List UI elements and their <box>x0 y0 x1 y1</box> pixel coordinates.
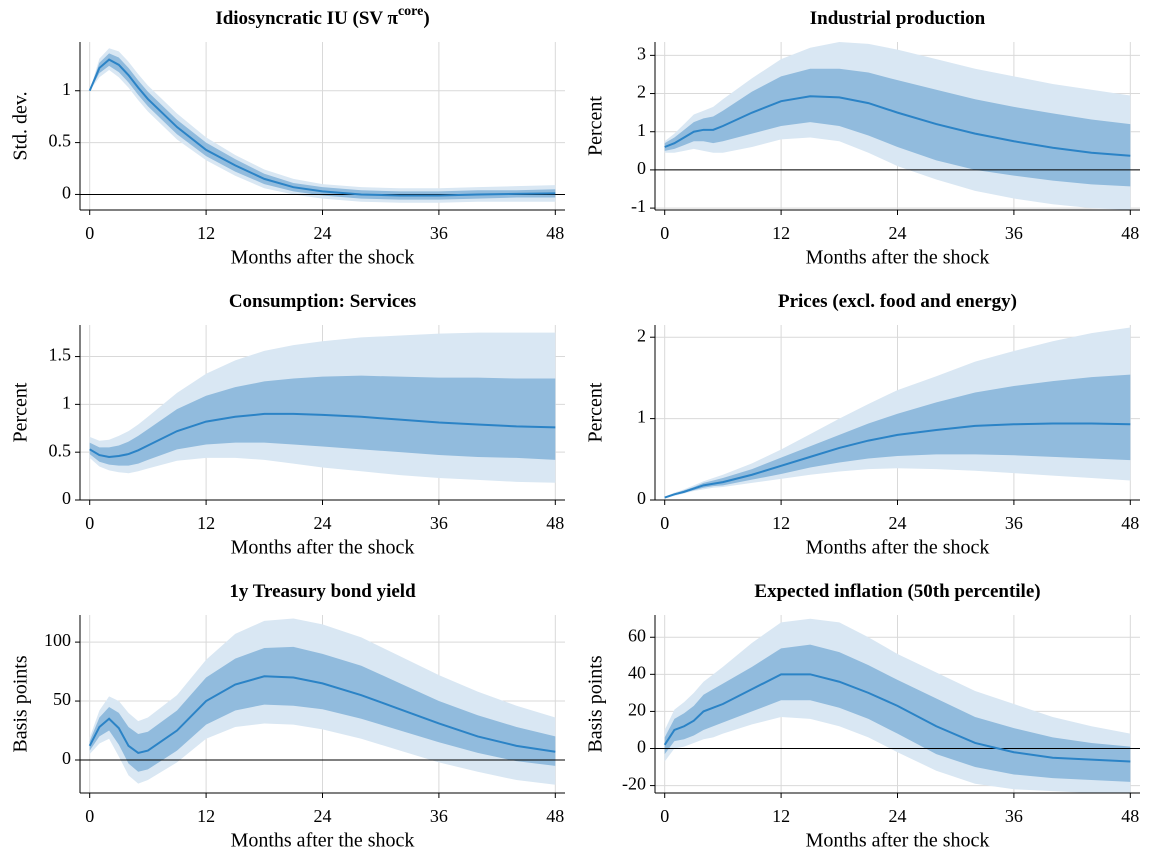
x-axis-label: Months after the shock <box>806 537 990 559</box>
x-tick-label: 24 <box>889 223 907 243</box>
confidence-band <box>664 644 1131 782</box>
y-tick-label: 1 <box>637 120 646 140</box>
median-line <box>663 673 1131 763</box>
median-line <box>89 412 556 458</box>
panel-title: Prices (excl. food and energy) <box>778 291 1017 312</box>
x-tick-label: 12 <box>772 223 790 243</box>
title-text: Expected inflation (50th percentile) <box>754 581 1040 602</box>
y-tick-label: 0.5 <box>49 131 72 151</box>
title-text: Industrial production <box>810 8 986 29</box>
y-axis-label: Std. dev. <box>10 91 32 160</box>
x-tick-label: 36 <box>430 806 448 826</box>
x-tick-label: 0 <box>660 806 669 826</box>
median-line <box>664 422 1131 499</box>
x-tick-label: 48 <box>1121 513 1139 533</box>
y-tick-label: 1 <box>62 79 71 99</box>
x-axis-label: Months after the shock <box>231 247 415 269</box>
panel: Expected inflation (50th percentile) 0 12 2… <box>585 581 1140 852</box>
y-tick-label: -20 <box>622 774 646 794</box>
x-tick-label: 48 <box>546 806 564 826</box>
y-tick-label: 0 <box>637 488 646 508</box>
y-tick-label: 60 <box>628 625 646 645</box>
x-tick-label: 12 <box>772 806 790 826</box>
panel-title: Consumption: Services <box>229 291 416 312</box>
x-tick-label: 24 <box>889 806 907 826</box>
y-tick-label: 3 <box>637 43 646 63</box>
x-tick-label: 0 <box>85 806 94 826</box>
x-tick-label: 24 <box>314 806 332 826</box>
x-tick-label: 24 <box>889 513 907 533</box>
y-axis-label: Basis points <box>10 655 32 752</box>
y-axis-label: Percent <box>10 382 32 442</box>
x-tick-label: 12 <box>772 513 790 533</box>
y-tick-label: 20 <box>628 700 646 720</box>
x-tick-label: 12 <box>197 223 215 243</box>
panel: Consumption: Services 0 12 24 36 48 0 0.5 1 1.5 Mo… <box>10 291 565 559</box>
x-tick-label: 48 <box>546 223 564 243</box>
median-line <box>88 58 556 197</box>
y-tick-label: 50 <box>53 689 71 709</box>
confidence-band <box>89 646 556 772</box>
y-tick-label: 2 <box>637 82 646 102</box>
x-tick-label: 36 <box>1005 513 1023 533</box>
x-axis-label: Months after the shock <box>806 830 990 852</box>
x-tick-label: 12 <box>197 513 215 533</box>
y-tick-label: 1 <box>637 407 646 427</box>
y-tick-label: 1.5 <box>49 345 72 365</box>
x-axis-label: Months after the shock <box>806 247 990 269</box>
y-tick-label: 100 <box>44 630 71 650</box>
panel: Prices (excl. food and energy)0 12 24 36 480… <box>585 291 1140 559</box>
x-axis-label: Months after the shock <box>231 537 415 559</box>
x-tick-label: 36 <box>430 223 448 243</box>
confidence-band <box>664 68 1131 187</box>
x-tick-label: 48 <box>1121 806 1139 826</box>
title-end: ) <box>423 8 429 29</box>
x-tick-label: 48 <box>1121 223 1139 243</box>
panel-title: Expected inflation (50th percentile) <box>754 581 1040 602</box>
title-text: Idiosyncratic IU (SV π <box>215 8 398 29</box>
confidence-band <box>89 53 556 200</box>
title-text: 1y Treasury bond yield <box>229 581 416 602</box>
x-tick-label: 24 <box>314 513 332 533</box>
y-axis-label: Basis points <box>585 655 607 752</box>
x-tick-label: 36 <box>1005 223 1023 243</box>
title-text: Consumption: Services <box>229 291 416 312</box>
y-tick-label: 0 <box>637 737 646 757</box>
x-tick-label: 12 <box>197 806 215 826</box>
x-axis-label: Months after the shock <box>231 830 415 852</box>
median-line <box>88 675 556 755</box>
panel-title: Industrial production <box>810 8 986 29</box>
y-tick-label: 0 <box>62 748 71 768</box>
y-tick-label: 0 <box>62 183 71 203</box>
y-tick-label: 1 <box>62 392 71 412</box>
y-tick-label: 0 <box>62 488 71 508</box>
x-tick-label: 0 <box>660 513 669 533</box>
panel: Idiosyncratic IU (SV πcore) 0 12 24 36 48 0 0.5… <box>10 4 565 269</box>
x-tick-label: 48 <box>546 513 564 533</box>
confidence-band <box>664 327 1131 499</box>
x-tick-label: 36 <box>430 513 448 533</box>
median-line <box>664 95 1131 157</box>
panel-title: 1y Treasury bond yield <box>229 581 416 602</box>
panel-title: Idiosyncratic IU (SV πcore) <box>215 4 429 29</box>
title-superscript: core <box>398 4 423 19</box>
y-tick-label: 2 <box>637 325 646 345</box>
x-tick-label: 24 <box>314 223 332 243</box>
y-axis-label: Percent <box>585 382 607 442</box>
confidence-band <box>89 375 556 466</box>
y-tick-label: 0.5 <box>49 440 72 460</box>
panel: 1y Treasury bond yield 0 12 24 36 48 0 50 100 Mon… <box>10 581 565 852</box>
x-tick-label: 0 <box>660 223 669 243</box>
y-tick-label: 0 <box>637 158 646 178</box>
x-tick-label: 0 <box>85 513 94 533</box>
title-text: Prices (excl. food and energy) <box>778 291 1017 312</box>
y-axis-label: Percent <box>585 96 607 156</box>
x-tick-label: 36 <box>1005 806 1023 826</box>
y-tick-label: 40 <box>628 662 646 682</box>
y-tick-label: -1 <box>631 196 646 216</box>
x-tick-label: 0 <box>85 223 94 243</box>
